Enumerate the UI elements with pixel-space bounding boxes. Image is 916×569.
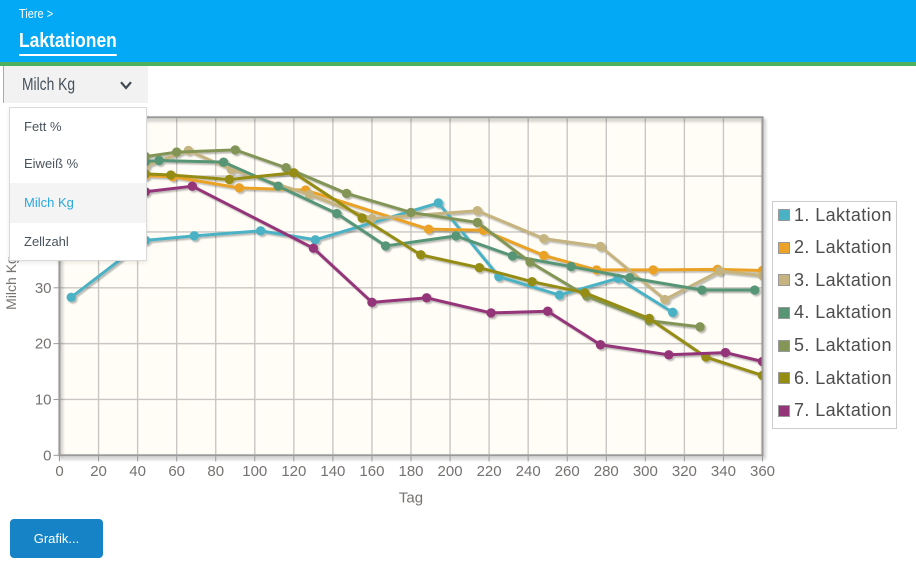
svg-text:160: 160 [359,463,384,480]
svg-text:0: 0 [43,447,51,464]
svg-text:0: 0 [55,463,63,480]
svg-text:320: 320 [672,463,697,480]
svg-text:60: 60 [168,463,185,480]
svg-text:340: 340 [711,463,736,480]
svg-text:220: 220 [477,463,502,480]
svg-text:Tag: Tag [399,490,423,507]
svg-text:40: 40 [129,463,146,480]
svg-text:240: 240 [516,463,541,480]
svg-text:10: 10 [35,391,52,408]
svg-text:260: 260 [555,463,580,480]
svg-text:20: 20 [35,336,52,353]
svg-text:120: 120 [281,463,306,480]
svg-text:300: 300 [633,463,658,480]
svg-text:Milch Kg: Milch Kg [3,256,19,310]
svg-text:200: 200 [438,463,463,480]
svg-text:140: 140 [320,463,345,480]
svg-text:30: 30 [35,280,52,297]
svg-text:180: 180 [398,463,423,480]
svg-text:20: 20 [90,463,107,480]
svg-text:100: 100 [242,463,267,480]
svg-text:80: 80 [207,463,224,480]
svg-text:280: 280 [594,463,619,480]
svg-text:360: 360 [750,463,775,480]
